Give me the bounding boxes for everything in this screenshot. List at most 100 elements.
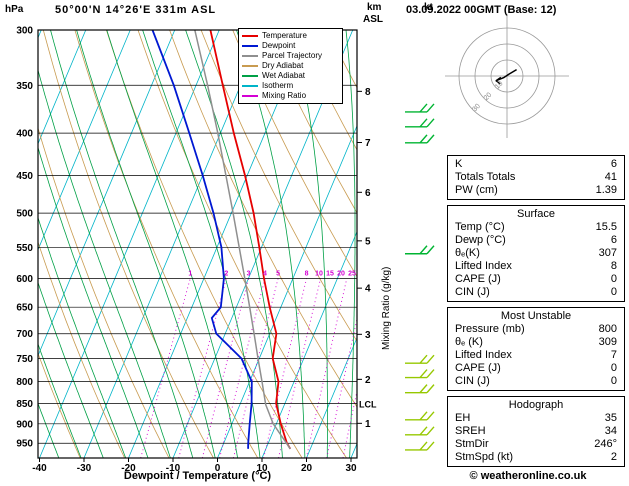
asl-axis-unit: ASL (363, 14, 383, 25)
index-label: θₑ(K) (455, 247, 480, 259)
plot-border (37, 29, 358, 459)
mixing-ratio-value-label: 20 (337, 271, 345, 278)
pressure-tick-label: 800 (16, 377, 33, 388)
legend-swatch (242, 85, 258, 87)
hodograph-trace (495, 68, 517, 82)
indices-box-surface: Surface Temp (°C) 15.5 Dewp (°C) 6 θₑ(K) 307 Li… (447, 205, 625, 302)
pressure-tick-label: 500 (16, 209, 33, 220)
pressure-tick-label: 450 (16, 171, 33, 182)
index-label: CIN (J) (455, 375, 490, 387)
indices-row: θₑ (K) 309 (448, 336, 624, 349)
index-value: 0 (610, 362, 617, 374)
index-label: θₑ (K) (455, 336, 483, 348)
indices-row: StmSpd (kt) 2 (448, 451, 624, 464)
index-value: 246° (594, 438, 617, 450)
mixing-ratio-lines (140, 278, 357, 458)
index-label: Totals Totals (455, 171, 516, 183)
hodograph-ring (458, 27, 556, 125)
mixing-ratio-value-label: 8 (305, 271, 309, 278)
temp-tick-label: 30 (345, 463, 357, 474)
index-label: PW (cm) (455, 184, 498, 196)
legend-swatch (242, 75, 258, 77)
index-label: CIN (J) (455, 286, 490, 298)
hodograph-arrowhead (495, 80, 501, 85)
index-label: Temp (°C) (455, 221, 505, 233)
temp-tick-label: 10 (256, 463, 268, 474)
copyright-label: © weatheronline.co.uk (469, 470, 587, 482)
legend-item: Temperature (242, 31, 339, 41)
km-tick-label: 8 (365, 87, 371, 98)
x-axis-title: Dewpoint / Temperature (°C) (123, 470, 272, 482)
pressure-tick-label: 700 (16, 329, 33, 340)
indices-row: SREH 34 (448, 425, 624, 438)
wind-barb (405, 441, 435, 451)
hodograph-unit-label: kt (424, 2, 433, 13)
indices-row: StmDir 246° (448, 438, 624, 451)
parcel-trajectory-curve (194, 30, 291, 450)
index-label: CAPE (J) (455, 362, 501, 374)
temp-tick-label: -20 (121, 463, 136, 474)
indices-row: Pressure (mb) 800 (448, 323, 624, 336)
indices-row: CIN (J) 0 (448, 375, 624, 388)
legend-label: Dry Adiabat (262, 61, 304, 70)
index-value: 35 (604, 412, 617, 424)
index-value: 0 (610, 286, 617, 298)
index-value: 6 (610, 234, 617, 246)
indices-tables: K 6 Totals Totals 41 PW (cm) 1.39 Surface Temp … (447, 155, 625, 472)
indices-row: CAPE (J) 0 (448, 273, 624, 286)
index-value: 6 (610, 158, 617, 170)
indices-box-general: K 6 Totals Totals 41 PW (cm) 1.39 (447, 155, 625, 200)
temp-tick-label: -40 (32, 463, 47, 474)
indices-row: Temp (°C) 15.5 (448, 221, 624, 234)
mixing-ratio-value-label: 4 (263, 271, 267, 278)
legend-label: Parcel Trajectory (262, 51, 323, 60)
wind-barb (405, 384, 435, 394)
index-label: CAPE (J) (455, 273, 501, 285)
indices-row: Totals Totals 41 (448, 171, 624, 184)
index-label: Lifted Index (455, 260, 512, 272)
pressure-tick-label: 600 (16, 274, 33, 285)
indices-row: CAPE (J) 0 (448, 362, 624, 375)
legend-swatch (242, 95, 258, 97)
legend-item: Dry Adiabat (242, 61, 339, 71)
legend-item: Parcel Trajectory (242, 51, 339, 61)
km-tick-label: 1 (365, 419, 371, 430)
datetime-label: 03.09.2022 00GMT (Base: 12) (406, 4, 557, 16)
index-value: 15.5 (595, 221, 617, 233)
km-tick-label: 2 (365, 375, 371, 386)
pressure-tick-label: 300 (16, 26, 33, 37)
index-label: Lifted Index (455, 349, 512, 361)
indices-row: EH 35 (448, 412, 624, 425)
index-value: 800 (598, 323, 617, 335)
index-label: K (455, 158, 463, 170)
legend-item: Wet Adiabat (242, 71, 339, 81)
legend-label: Wet Adiabat (262, 71, 305, 80)
legend-item: Dewpoint (242, 41, 339, 51)
index-value: 2 (610, 451, 617, 463)
index-label: StmSpd (kt) (455, 451, 514, 463)
wind-barb (405, 426, 435, 436)
wind-barb (405, 134, 435, 144)
pressure-tick-label: 350 (16, 81, 33, 92)
indices-box-title: Most Unstable (500, 310, 572, 322)
mixing-ratio-value-label: 1 (188, 271, 192, 278)
mixing-ratio-value-label: 2 (224, 271, 228, 278)
legend-item: Isotherm (242, 81, 339, 91)
km-tick-label: 6 (365, 188, 371, 199)
km-tick-label: 4 (365, 284, 371, 295)
wind-barb (405, 369, 435, 379)
km-tick-label: 7 (365, 138, 371, 149)
pressure-axis-unit: hPa (5, 4, 24, 15)
legend-swatch (242, 35, 258, 37)
legend-swatch (242, 45, 258, 47)
pressure-tick-label: 400 (16, 129, 33, 140)
km-axis-unit: km (367, 2, 382, 13)
temp-tick-label: -30 (77, 463, 92, 474)
axis-labels: 3003504004505005506006507007508008509009… (16, 26, 377, 475)
index-value: 309 (598, 336, 617, 348)
index-value: 0 (610, 375, 617, 387)
station-title: 50°00'N 14°26'E 331m ASL (55, 4, 217, 16)
pressure-tick-label: 900 (16, 419, 33, 430)
